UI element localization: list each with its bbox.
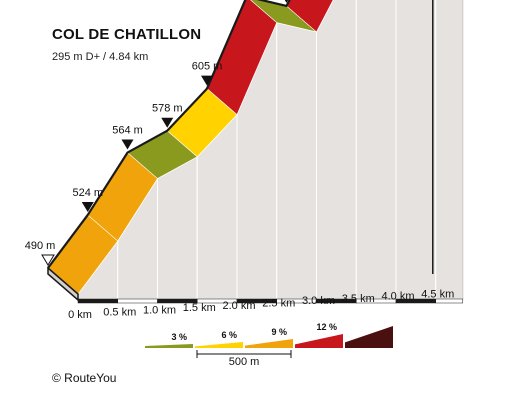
marker-triangle-icon	[81, 201, 94, 212]
chart-title: COL DE CHATILLON	[52, 26, 202, 43]
marker-triangle-icon	[121, 139, 134, 150]
x-tick-label: 4.0 km	[381, 291, 414, 303]
x-tick-label: 1.5 km	[183, 302, 216, 314]
elevation-marker: 564 m	[112, 125, 143, 150]
profile-back-edge	[47, 0, 291, 269]
elevation-marker: 524 m	[72, 187, 103, 212]
x-tick-label: 3.0 km	[302, 295, 335, 307]
elevation-label: 605 m	[192, 61, 223, 73]
x-tick-label: 4.5 km	[421, 288, 454, 300]
start-flag-icon	[41, 254, 55, 266]
x-tick-label: 2.5 km	[262, 298, 295, 310]
profile-side-segment	[157, 155, 198, 301]
km-scale-bar	[435, 298, 464, 304]
elevation-marker: 578 m	[152, 103, 183, 128]
profile-side-segment	[316, 0, 357, 301]
x-tick-label: 3.5 km	[342, 293, 375, 305]
elevation-label: 578 m	[152, 103, 183, 115]
copyright-credit: © RouteYou	[52, 371, 117, 385]
legend-label: 9 %	[271, 327, 287, 337]
legend-swatch	[295, 334, 343, 348]
elevation-marker: 658 m	[284, 0, 289, 3]
legend-swatch	[345, 326, 393, 348]
gradient-segment	[286, 0, 334, 33]
legend-label: 6 %	[221, 330, 237, 340]
marker-triangle-icon	[201, 75, 213, 86]
elevation-label: 524 m	[72, 187, 103, 199]
x-tick-label: 2.0 km	[222, 300, 255, 312]
legend-swatch	[145, 344, 193, 348]
legend-swatch	[245, 339, 293, 348]
elevation-marker: 490 m	[25, 240, 56, 266]
profile-side-segment	[395, 0, 437, 301]
chart-subtitle: 295 m D+ / 4.84 km	[52, 51, 149, 63]
legend-swatch	[195, 342, 243, 348]
profile-side-segment	[435, 0, 464, 301]
x-tick-label: 0 km	[68, 309, 92, 321]
profile-side-segment	[355, 0, 397, 301]
marker-triangle-icon	[161, 117, 174, 128]
elevation-label: 564 m	[112, 125, 143, 137]
marker-triangle-icon	[284, 0, 289, 3]
elevation-label: 490 m	[25, 240, 56, 252]
elevation-marker: 605 m	[192, 61, 223, 86]
km-scale-bar	[77, 298, 118, 304]
legend-scale-label: 500 m	[229, 356, 260, 368]
x-tick-label: 1.0 km	[143, 304, 176, 316]
legend-label: 12 %	[316, 322, 337, 332]
profile-side-segment	[276, 21, 317, 301]
profile-top-faces	[47, 0, 334, 295]
legend-label: 3 %	[171, 332, 187, 342]
km-scale-bar	[117, 298, 158, 304]
x-tick-label: 0.5 km	[103, 307, 136, 319]
